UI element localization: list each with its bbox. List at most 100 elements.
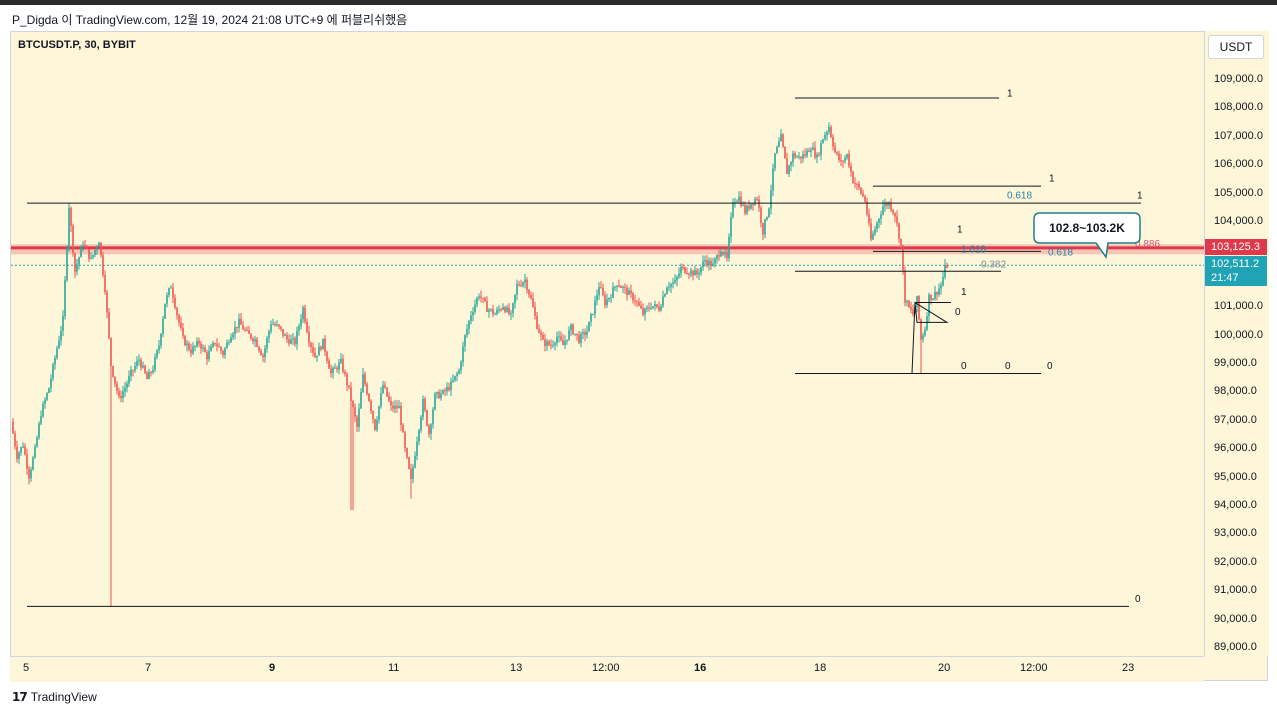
candle-body [30,469,32,479]
candle-body [628,290,630,296]
candle-body [772,168,774,191]
candle-body [132,369,134,371]
candle-body [330,368,332,374]
candle-body [346,374,348,386]
candle-body [606,299,608,306]
candle-body [536,315,538,329]
candle-body [108,312,110,338]
candle-body [832,136,834,147]
candle-body [656,304,658,307]
time-axis[interactable] [10,656,1204,682]
candle-body [524,279,526,283]
candle-body [408,457,410,469]
candle-body [506,307,508,312]
candle-body [258,346,260,351]
candle-body [710,260,712,267]
bar-countdown: 21:47 [1211,272,1239,284]
candle-body [144,365,146,373]
candle-body [252,338,254,342]
candle-body [614,286,616,288]
candle-body [448,387,450,390]
candle-body [688,273,690,275]
attribution-text: P_Digda 이 TradingView.com, 12월 19, 2024 … [12,13,408,27]
candle-body [148,372,150,379]
fib-label: 1 [957,225,963,236]
candle-body [590,314,592,322]
candle-body [526,279,528,291]
candle-body [302,307,304,320]
triangle-leg [911,302,916,374]
candle-body [708,260,710,265]
candle-body [418,430,420,442]
candle-body [890,202,892,210]
candle-body [56,348,58,358]
candle-body [750,203,752,209]
candle-body [284,334,286,336]
last-price-badge: 102,511.2 21:47 [1205,256,1267,286]
candle-body [348,385,350,388]
publish-header: P_Digda 이 TradingView.com, 12월 19, 2024 … [0,5,1277,31]
price-axis[interactable] [1204,31,1269,656]
candle-body [856,183,858,185]
candle-body [126,383,128,389]
candle-body [466,328,468,336]
time-tick: 23 [1122,662,1135,674]
candle-body [564,341,566,346]
candle-body [872,233,874,240]
candle-body [810,149,812,153]
candle-body [286,334,288,340]
candle-body [746,205,748,214]
candle-body [196,341,198,346]
tradingview-logo[interactable]: 𝟭𝟳 TradingView [12,690,97,704]
candle-body [296,330,298,345]
candle-body [922,335,924,340]
candle-body [236,326,238,328]
candle-body [680,266,682,274]
candle-body [84,245,86,247]
price-tick: 89,000.0 [1214,641,1257,653]
fib-label: 0 [961,361,967,372]
candle-body [214,342,216,345]
chart-pane[interactable]: 1 1 1 1 1 0.618 0.618 1.618 0.382 0.886 0 0 0 0 0 102.8… [10,31,1268,681]
candle-body [650,308,652,310]
candle-body [424,398,426,411]
candle-body [282,329,284,336]
candle-body [26,454,28,469]
candle-body [802,154,804,159]
candle-body [434,393,436,410]
candle-body [176,307,178,316]
triangle-drawing [914,301,949,323]
candle-body [806,150,808,156]
candle-body [310,343,312,347]
price-tick: 91,000.0 [1214,584,1257,597]
candle-body [616,285,618,287]
candle-body [324,338,326,353]
candle-body [790,162,792,166]
candle-body [188,343,190,350]
candle-body [522,282,524,286]
candle-body [816,154,818,158]
candle-body [110,337,112,367]
candle-body [288,339,290,344]
candle-body [332,367,334,374]
candle-body [714,259,716,264]
candle-body [770,190,772,209]
candle-body [342,358,344,372]
symbol-legend[interactable]: BTCUSDT.P, 30, BYBIT [18,39,136,51]
candle-body [382,384,384,394]
candle-body [686,272,688,274]
candle-body [224,348,226,356]
candle-body [862,193,864,197]
candle-body [560,336,562,341]
candle-body [876,222,878,230]
candle-body [924,329,926,336]
price-tick: 98,000.0 [1214,385,1257,398]
candle-body [502,307,504,310]
currency-selector[interactable]: USDT [1208,35,1264,59]
candle-body [262,355,264,358]
candle-body [460,361,462,371]
candle-body [298,325,300,331]
candle-body [842,161,844,163]
candle-body [492,309,494,315]
